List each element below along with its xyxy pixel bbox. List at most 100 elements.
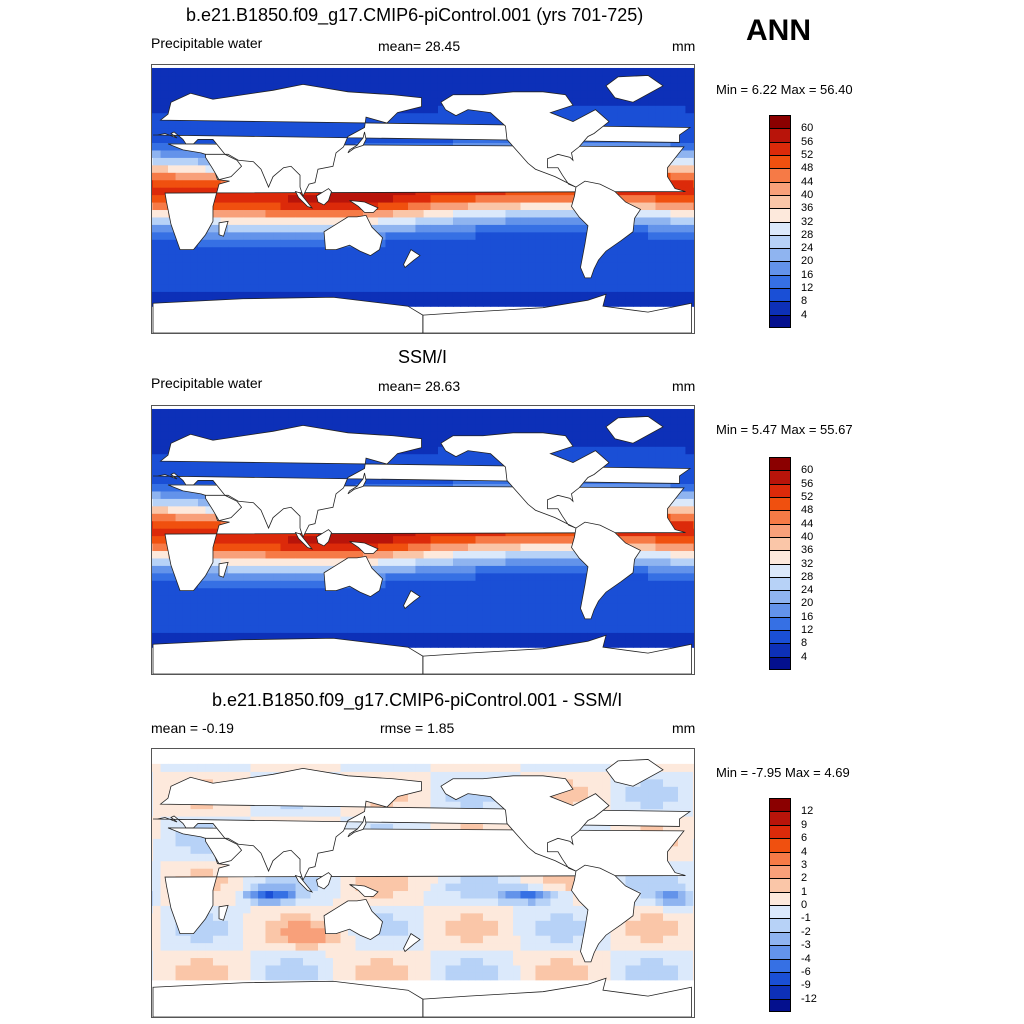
panel-1-minmax: Min = 6.22 Max = 56.40 <box>716 82 853 97</box>
colorbar-label: 1 <box>801 885 808 898</box>
map-field <box>152 759 694 1017</box>
colorbar-box <box>769 510 791 524</box>
colorbar-box <box>769 523 791 537</box>
colorbar-box <box>769 945 791 959</box>
colorbar-box <box>769 590 791 604</box>
colorbar-frame <box>769 798 791 1012</box>
colorbar-box <box>769 851 791 865</box>
colorbar-box <box>769 643 791 657</box>
colorbar-label: 12 <box>801 282 814 295</box>
colorbar-label: 36 <box>801 544 814 557</box>
colorbar-label: 8 <box>801 295 808 308</box>
colorbar-box <box>769 483 791 497</box>
colorbar-box <box>769 274 791 289</box>
colorbar-label: 20 <box>801 255 814 268</box>
season-label: ANN <box>746 14 811 47</box>
colorbar-label: -12 <box>801 992 817 1005</box>
colorbar-label: 4 <box>801 650 808 663</box>
colorbar-label: 8 <box>801 637 808 650</box>
colorbar-label: 2 <box>801 872 808 885</box>
land-outline <box>316 188 332 206</box>
land-outline <box>349 200 379 213</box>
colorbar-box <box>769 314 791 328</box>
colorbar-label: 0 <box>801 899 808 911</box>
panel-3-map <box>151 748 695 1018</box>
land-outline <box>316 529 332 547</box>
land-outline <box>205 153 243 181</box>
land-outline <box>403 249 421 269</box>
colorbar-label: 36 <box>801 202 814 215</box>
panel-1-mean-label: mean= 28.45 <box>378 38 461 54</box>
land-outline <box>571 521 642 620</box>
panel-3-minmax: Min = -7.95 Max = 4.69 <box>716 765 850 780</box>
colorbar-label: 44 <box>801 517 814 530</box>
colorbar-box <box>769 918 791 932</box>
colorbar-frame <box>769 457 791 670</box>
land-outline <box>440 91 610 188</box>
colorbar-label: -4 <box>801 952 811 965</box>
panel-3-title: b.e21.B1850.f09_g17.CMIP6-piControl.001 … <box>212 690 623 710</box>
colorbar-label: -2 <box>801 925 811 938</box>
colorbar-box <box>769 288 791 302</box>
colorbar-label: 48 <box>801 162 814 175</box>
colorbar-label: 60 <box>801 464 814 477</box>
panel-2-mean-label: mean= 28.63 <box>378 378 461 394</box>
colorbar-box <box>769 824 791 839</box>
colorbar-label: 12 <box>801 624 814 637</box>
colorbar-label: 4 <box>801 845 808 858</box>
colorbar-label: -6 <box>801 965 811 978</box>
land-outline <box>440 775 610 872</box>
colorbar-box <box>769 234 791 249</box>
colorbar-label: 12 <box>801 805 814 818</box>
colorbar-box <box>769 891 791 905</box>
colorbar-box <box>769 985 791 999</box>
land-outline <box>218 904 229 921</box>
panel-3-colorbar: 12 9 6 4 3 2 1 0 -1 -2 -3 -4 -6 -9 -12 <box>769 798 817 1012</box>
land-outline <box>323 555 383 598</box>
land-outline <box>294 190 314 209</box>
land-outline <box>153 424 692 539</box>
land-outline <box>152 980 424 1017</box>
colorbar-box <box>769 208 791 222</box>
colorbar-box <box>769 656 791 670</box>
panel-2-units: mm <box>672 378 696 394</box>
land-outline <box>205 494 243 522</box>
colorbar-box <box>769 154 791 169</box>
land-outline <box>153 83 692 198</box>
colorbar-box <box>769 931 791 946</box>
land-outline <box>218 220 229 237</box>
panel-2-variable-label: Precipitable water <box>151 375 263 391</box>
colorbar-label: 40 <box>801 530 814 543</box>
land-outline <box>153 767 692 882</box>
land-outline <box>218 561 229 578</box>
land-outline <box>422 293 692 333</box>
land-outline <box>422 977 692 1017</box>
colorbar-label: 20 <box>801 597 814 610</box>
colorbar-box <box>769 811 791 825</box>
land-outline <box>316 872 332 890</box>
land-outline <box>422 634 692 674</box>
colorbar-box <box>769 181 791 195</box>
land-outline <box>403 590 421 610</box>
colorbar-box <box>769 496 791 511</box>
colorbar-label: 16 <box>801 610 814 623</box>
land-outline <box>403 933 421 953</box>
colorbar-box <box>769 563 791 577</box>
colorbar-box <box>769 958 791 972</box>
colorbar-box <box>769 194 791 209</box>
colorbar-box <box>769 603 791 617</box>
panel-1-colorbar: 60 56 52 48 44 40 36 32 28 24 20 16 12 8 4 <box>769 115 813 328</box>
colorbar-box <box>769 998 791 1012</box>
panel-3-rmse-label: rmse = 1.85 <box>380 720 455 736</box>
colorbar-box <box>769 576 791 591</box>
land-outline <box>571 180 642 279</box>
colorbar-box <box>769 141 791 155</box>
panel-1-map <box>151 64 695 334</box>
land-outline <box>605 759 664 787</box>
land-outline <box>349 541 379 554</box>
panel-3-units: mm <box>672 720 696 736</box>
colorbar-label: 52 <box>801 148 814 161</box>
panel-2-minmax: Min = 5.47 Max = 55.67 <box>716 422 853 437</box>
colorbar-label: 16 <box>801 268 814 281</box>
panel-1-units: mm <box>672 38 696 54</box>
